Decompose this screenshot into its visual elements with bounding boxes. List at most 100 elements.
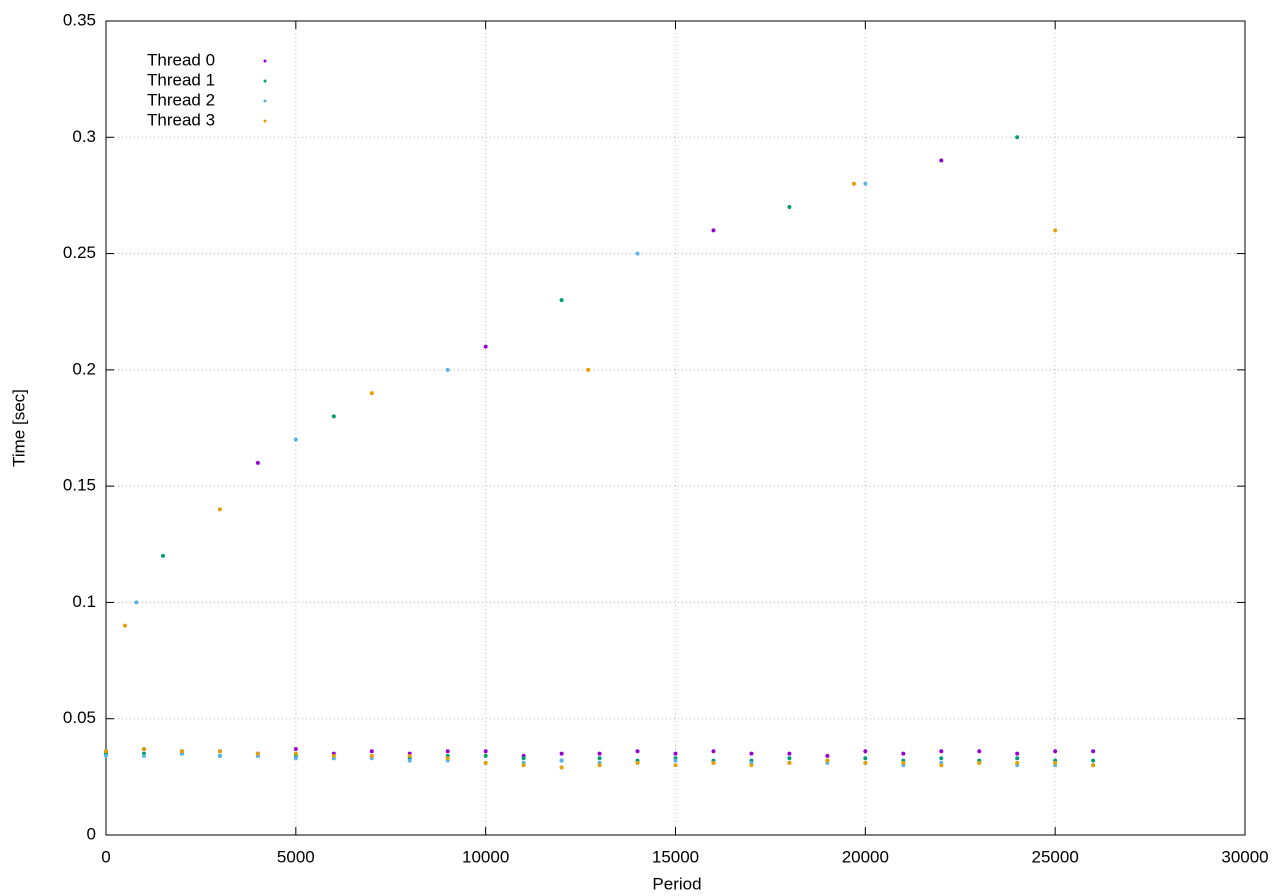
point [673, 763, 678, 768]
point [1053, 760, 1058, 765]
point [825, 753, 830, 758]
point [559, 751, 564, 756]
point [141, 753, 146, 758]
legend-marker [263, 79, 267, 83]
y-tick-label: 0 [87, 824, 96, 843]
point [901, 760, 906, 765]
point [483, 344, 488, 349]
point [787, 205, 792, 210]
point [407, 753, 412, 758]
point [483, 760, 488, 765]
point [179, 749, 184, 754]
point [445, 756, 450, 761]
point [1053, 749, 1058, 754]
point [635, 749, 640, 754]
point [217, 507, 222, 512]
point [255, 460, 260, 465]
point [217, 753, 222, 758]
plot-frame [105, 20, 1246, 836]
point [597, 763, 602, 768]
point [597, 751, 602, 756]
point [749, 751, 754, 756]
point [1053, 228, 1058, 233]
point [331, 414, 336, 419]
x-tick-label: 25000 [1032, 847, 1079, 866]
point [331, 753, 336, 758]
point [673, 751, 678, 756]
point [483, 753, 488, 758]
point [673, 758, 678, 763]
x-tick-label: 15000 [652, 847, 699, 866]
legend-marker [263, 59, 267, 63]
point [104, 749, 108, 754]
point [863, 756, 868, 761]
point [293, 756, 298, 761]
point [1015, 756, 1020, 761]
point [863, 760, 868, 765]
y-tick-label: 0.15 [63, 476, 96, 495]
y-tick-label: 0.1 [72, 592, 96, 611]
y-axis-label: Time [sec] [9, 389, 28, 467]
point [635, 760, 640, 765]
point [122, 623, 127, 628]
point [559, 765, 564, 770]
y-tick-label: 0.05 [63, 708, 96, 727]
point [445, 749, 450, 754]
point [635, 251, 640, 256]
point [939, 749, 944, 754]
point [863, 749, 868, 754]
point [851, 181, 856, 186]
point [711, 228, 716, 233]
point [977, 760, 982, 765]
point [407, 758, 412, 763]
point [255, 751, 260, 756]
point [293, 437, 298, 442]
legend-marker [263, 99, 267, 103]
point [749, 763, 754, 768]
point [1091, 758, 1096, 763]
point [586, 367, 591, 372]
y-tick-label: 0.2 [72, 359, 96, 378]
point [711, 760, 716, 765]
point [901, 751, 906, 756]
point [293, 746, 298, 751]
point [1015, 135, 1020, 140]
x-axis-label: Period [652, 874, 701, 893]
point [134, 600, 139, 605]
point [939, 158, 944, 163]
point [369, 391, 374, 396]
point [104, 753, 108, 758]
y-tick-label: 0.3 [72, 127, 96, 146]
point [939, 756, 944, 761]
point [787, 751, 792, 756]
point [141, 746, 146, 751]
point [369, 749, 374, 754]
point [1015, 751, 1020, 756]
point [977, 749, 982, 754]
point [521, 756, 526, 761]
x-tick-label: 20000 [842, 847, 889, 866]
point [483, 749, 488, 754]
point [825, 758, 830, 763]
point [160, 553, 165, 558]
point [559, 758, 564, 763]
point [369, 753, 374, 758]
point [711, 749, 716, 754]
legend-label: Thread 1 [147, 70, 215, 89]
y-tick-label: 0.25 [63, 243, 96, 262]
point [1091, 749, 1096, 754]
x-tick-label: 5000 [277, 847, 315, 866]
x-tick-label: 0 [101, 847, 110, 866]
point [445, 367, 450, 372]
point [597, 756, 602, 761]
point [1091, 763, 1096, 768]
point [863, 181, 868, 186]
x-tick-label: 30000 [1221, 847, 1268, 866]
point [787, 756, 792, 761]
legend-label: Thread 3 [147, 110, 215, 129]
legend-label: Thread 0 [147, 50, 215, 69]
legend-marker [263, 119, 267, 123]
y-tick-label: 0.35 [63, 10, 96, 29]
point [787, 760, 792, 765]
